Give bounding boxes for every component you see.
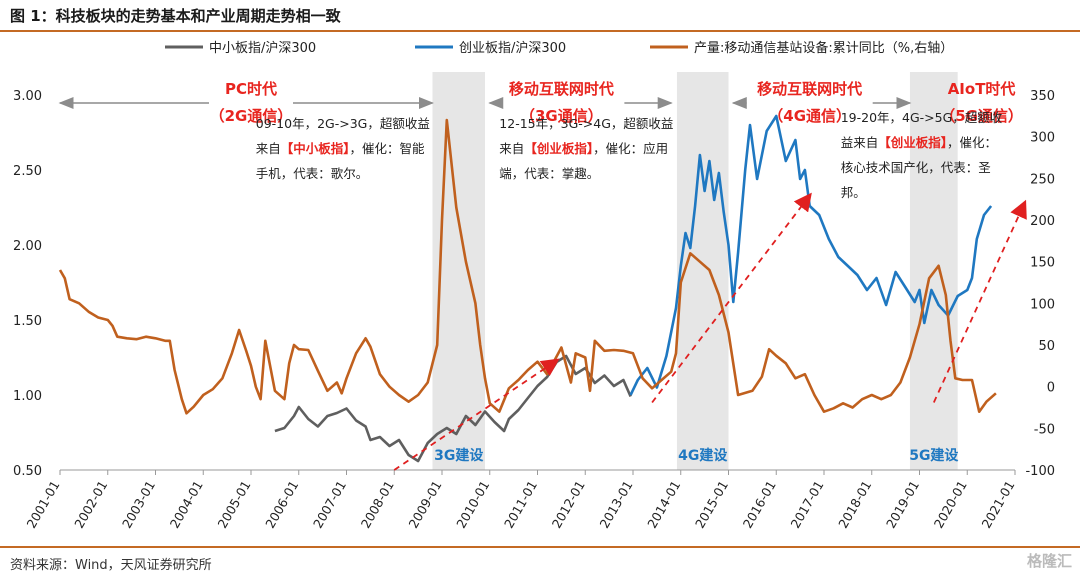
y-right-tick-label: 150 xyxy=(1030,256,1055,271)
trend-arrow xyxy=(933,199,1027,403)
y-right-tick-label: 100 xyxy=(1030,297,1055,312)
x-tick-label: 2013-01 xyxy=(596,478,635,531)
x-tick-label: 2020-01 xyxy=(931,478,970,531)
era-sublabel: （4G通信） xyxy=(768,107,851,125)
x-tick-label: 2008-01 xyxy=(358,478,397,531)
y-right-tick-label: 250 xyxy=(1030,172,1055,187)
x-tick-label: 2011-01 xyxy=(501,478,540,531)
y-left-tick-label: 2.50 xyxy=(13,164,42,179)
era-label: 移动互联网时代 xyxy=(757,80,862,98)
y-right-tick-label: -100 xyxy=(1025,464,1055,479)
annotation-text: 邦。 xyxy=(841,185,866,200)
shaded-period-label: 5G建设 xyxy=(909,447,959,464)
era-label: AIoT时代 xyxy=(948,80,1016,98)
x-tick-label: 2005-01 xyxy=(214,478,253,531)
legend-label: 产量:移动通信基站设备:累计同比（%,右轴） xyxy=(694,40,953,56)
x-tick-label: 2017-01 xyxy=(787,478,826,531)
y-left-tick-label: 3.00 xyxy=(13,89,42,104)
x-tick-label: 2019-01 xyxy=(883,478,922,531)
legend-label: 中小板指/沪深300 xyxy=(209,40,316,56)
x-tick-label: 2002-01 xyxy=(71,478,110,531)
y-right-tick-label: -50 xyxy=(1034,422,1055,437)
title-divider xyxy=(0,30,1080,32)
y-left-tick-label: 1.50 xyxy=(13,314,42,329)
x-tick-label: 2003-01 xyxy=(119,478,158,531)
x-tick-label: 2007-01 xyxy=(310,478,349,531)
watermark-logo: 格隆汇 xyxy=(1026,552,1072,570)
era-sublabel: （3G通信） xyxy=(520,107,603,125)
x-tick-label: 2006-01 xyxy=(262,478,301,531)
y-left-tick-label: 2.00 xyxy=(13,239,42,254)
annotation-text: 手机，代表：歌尔。 xyxy=(256,166,369,181)
annotation-text: 端，代表：掌趣。 xyxy=(499,166,599,181)
era-sublabel: （5G通信） xyxy=(940,107,1023,125)
annotation-text: 益来自【创业板指】，催化： xyxy=(841,135,997,150)
x-tick-label: 2004-01 xyxy=(167,478,206,531)
y-right-tick-label: 50 xyxy=(1038,339,1055,354)
era-label: 移动互联网时代 xyxy=(509,80,614,98)
y-right-tick-label: 350 xyxy=(1030,89,1055,104)
shaded-period-label: 3G建设 xyxy=(434,447,484,464)
annotation-text: 09-10年，2G->3G，超额收益 xyxy=(256,116,430,131)
source-note: 资料来源：Wind，天风证券研究所 xyxy=(10,558,212,573)
y-right-tick-label: 300 xyxy=(1030,131,1055,146)
annotation-text: 核心技术国产化，代表：圣 xyxy=(841,160,992,175)
chart-title: 图 1：科技板块的走势基本和产业周期走势相一致 xyxy=(10,7,341,25)
annotation-text: 19-20年，4G->5G，超额收 xyxy=(841,110,1003,125)
x-tick-label: 2010-01 xyxy=(453,478,492,531)
y-right-tick-label: 0 xyxy=(1047,381,1055,396)
x-tick-label: 2018-01 xyxy=(835,478,874,531)
annotation-text: 来自【创业板指】，催化：应用 xyxy=(499,141,668,156)
x-tick-label: 2015-01 xyxy=(692,478,731,531)
x-tick-label: 2016-01 xyxy=(740,478,779,531)
annotation-text: 来自【中小板指】，催化：智能 xyxy=(256,141,425,156)
footer-divider xyxy=(0,546,1080,548)
shaded-period-label: 4G建设 xyxy=(678,447,728,464)
x-tick-label: 2001-01 xyxy=(23,478,62,531)
annotation-text: 12-15年，3G->4G，超额收益 xyxy=(499,116,673,131)
series-line-3 xyxy=(58,118,997,415)
x-tick-label: 2014-01 xyxy=(644,478,683,531)
legend-label: 创业板指/沪深300 xyxy=(459,40,566,56)
x-tick-label: 2009-01 xyxy=(405,478,444,531)
y-right-tick-label: 200 xyxy=(1030,214,1055,229)
era-label: PC时代 xyxy=(225,80,277,98)
x-tick-label: 2012-01 xyxy=(549,478,588,531)
y-left-tick-label: 0.50 xyxy=(13,464,42,479)
era-sublabel: （2G通信） xyxy=(210,107,293,125)
y-left-tick-label: 1.00 xyxy=(13,389,42,404)
x-tick-label: 2021-01 xyxy=(978,478,1017,531)
series-line-2 xyxy=(629,114,993,396)
